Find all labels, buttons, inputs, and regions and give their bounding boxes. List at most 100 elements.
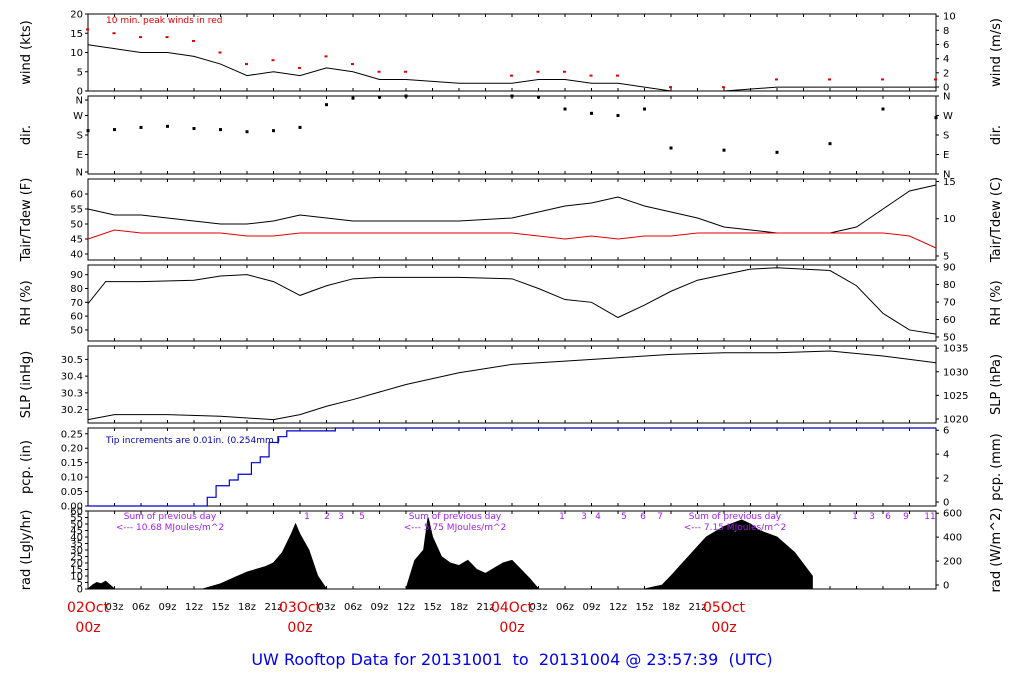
peak-wind-mark xyxy=(616,74,619,77)
day-date-label: 04Oct xyxy=(491,600,534,616)
peak-wind-mark xyxy=(165,36,169,39)
y-axis-label: wind (kts) xyxy=(19,20,34,84)
y2-tick-label: 2 xyxy=(943,68,949,79)
time-tick-label: 06z xyxy=(344,602,362,613)
time-tick-label: 09z xyxy=(583,602,601,613)
peak-wind-mark xyxy=(351,63,354,66)
y2-tick-label: 0 xyxy=(943,498,949,509)
y2-tick-label: 15 xyxy=(943,177,956,188)
y2-tick-label: 8 xyxy=(943,26,949,37)
y2-tick-label: 2 xyxy=(943,474,949,485)
y-axis-label: rad (Lgly/hr) xyxy=(19,510,34,591)
y-tick-label: 90 xyxy=(70,270,83,281)
y-tick-label: 0.00 xyxy=(61,502,83,513)
y-tick-label: N xyxy=(76,168,83,179)
day-hour-label: 00z xyxy=(711,620,736,636)
peak-wind-mark xyxy=(324,55,328,58)
y-tick-label: 40 xyxy=(70,250,83,261)
sunlight-hour-marker: 5 xyxy=(621,512,627,522)
y-axis-label: Tair/Tdew (F) xyxy=(19,178,34,263)
y2-axis-label: Tair/Tdew (C) xyxy=(989,177,1004,263)
wind-dir-point xyxy=(934,116,938,120)
y-tick-label: 10 xyxy=(70,572,83,583)
y-tick-label: 0.20 xyxy=(61,444,83,455)
wind-dir-point xyxy=(404,94,408,98)
y2-tick-label: 70 xyxy=(943,298,956,309)
wind-dir-point xyxy=(139,125,143,129)
day-hour-label: 00z xyxy=(499,620,524,636)
y2-tick-label: 10 xyxy=(943,12,956,23)
y-tick-label: 50 xyxy=(70,325,83,336)
y2-axis-label: rad (W/m^2) xyxy=(989,508,1004,593)
peak-wind-mark xyxy=(192,39,195,42)
time-tick-label: 18z xyxy=(450,602,468,613)
y-tick-label: 0.05 xyxy=(61,487,83,498)
y-tick-label: 0.15 xyxy=(61,458,83,469)
time-tick-label: 12z xyxy=(609,602,627,613)
y2-tick-label: W xyxy=(943,111,953,122)
wind-dir-point xyxy=(351,96,355,100)
y2-tick-label: E xyxy=(943,150,949,161)
y2-tick-label: 6 xyxy=(943,426,949,437)
y-tick-label: S xyxy=(77,131,83,142)
y-tick-label: 25 xyxy=(70,552,83,563)
wind-dir-point xyxy=(563,107,567,111)
y-tick-label: N xyxy=(76,96,83,107)
y-axis-label: dir. xyxy=(19,125,34,145)
y2-tick-label: 4 xyxy=(943,450,949,461)
y2-axis-label: wind (m/s) xyxy=(989,18,1004,87)
peak-wind-mark xyxy=(510,74,513,77)
y2-tick-label: 90 xyxy=(943,263,956,274)
peak-wind-mark xyxy=(298,66,301,69)
wind-dir-point xyxy=(86,129,90,133)
wind-dir-point xyxy=(325,103,328,107)
wind-dir-point xyxy=(219,128,222,132)
wind-dir-point xyxy=(828,142,832,146)
sunlight-hour-marker: 1 xyxy=(559,512,565,522)
y2-tick-label: 60 xyxy=(943,315,956,326)
day-date-label: 05Oct xyxy=(703,600,746,616)
sunlight-hour-marker: 4 xyxy=(595,512,601,522)
wind-dir-point xyxy=(113,128,116,132)
time-tick-label: 03z xyxy=(106,602,124,613)
wind-annotation: 10 min. peak winds in red xyxy=(106,16,223,26)
y2-axis-label: dir. xyxy=(989,125,1004,145)
y-tick-label: 60 xyxy=(70,507,83,518)
y-tick-label: 30.3 xyxy=(61,388,83,399)
y-tick-label: 5 xyxy=(77,578,83,589)
sunlight-hour-marker: 1 xyxy=(852,512,858,522)
y2-tick-label: 0 xyxy=(943,83,949,94)
figure-title: UW Rooftop Data for 20131001 to 20131004… xyxy=(251,650,773,669)
y2-tick-label: 50 xyxy=(943,333,956,344)
radiation-area xyxy=(86,517,813,590)
y2-tick-label: 4 xyxy=(943,54,949,65)
peak-wind-mark xyxy=(271,59,275,62)
y2-tick-label: 6 xyxy=(943,40,949,51)
temp-series-line xyxy=(87,184,937,234)
y-axis-label: SLP (inHg) xyxy=(19,351,34,419)
y-tick-label: 0.25 xyxy=(61,429,83,440)
y-tick-label: 60 xyxy=(70,312,83,323)
sunlight-hour-marker: 11 xyxy=(924,512,935,522)
day-hour-label: 00z xyxy=(75,620,100,636)
y-tick-label: 20 xyxy=(70,10,83,21)
peak-wind-mark xyxy=(86,28,89,31)
time-tick-label: 15z xyxy=(424,602,442,613)
y-tick-label: 45 xyxy=(70,526,83,537)
peak-wind-mark xyxy=(589,74,593,77)
panel-frame xyxy=(87,95,937,175)
sunlight-hour-marker: 3 xyxy=(338,512,344,522)
pcp-annotation: Tip increments are 0.01in. (0.254mm.) xyxy=(105,436,280,446)
day-sum-value: <--- 7.15 MJoules/m^2 xyxy=(684,523,786,533)
y2-tick-label: 10 xyxy=(943,214,956,225)
time-tick-label: 18z xyxy=(238,602,256,613)
wind-dir-point xyxy=(616,114,620,117)
peak-wind-mark xyxy=(722,86,725,89)
y-tick-label: 55 xyxy=(70,513,83,524)
sunlight-hour-marker: 1 xyxy=(304,512,310,522)
wind-dir-point xyxy=(192,127,196,130)
wind-dir-point xyxy=(378,95,381,99)
wind-dir-point xyxy=(722,148,726,152)
day-sum-label: Sum of previous day xyxy=(124,512,217,522)
y2-axis-label: SLP (hPa) xyxy=(989,354,1004,415)
